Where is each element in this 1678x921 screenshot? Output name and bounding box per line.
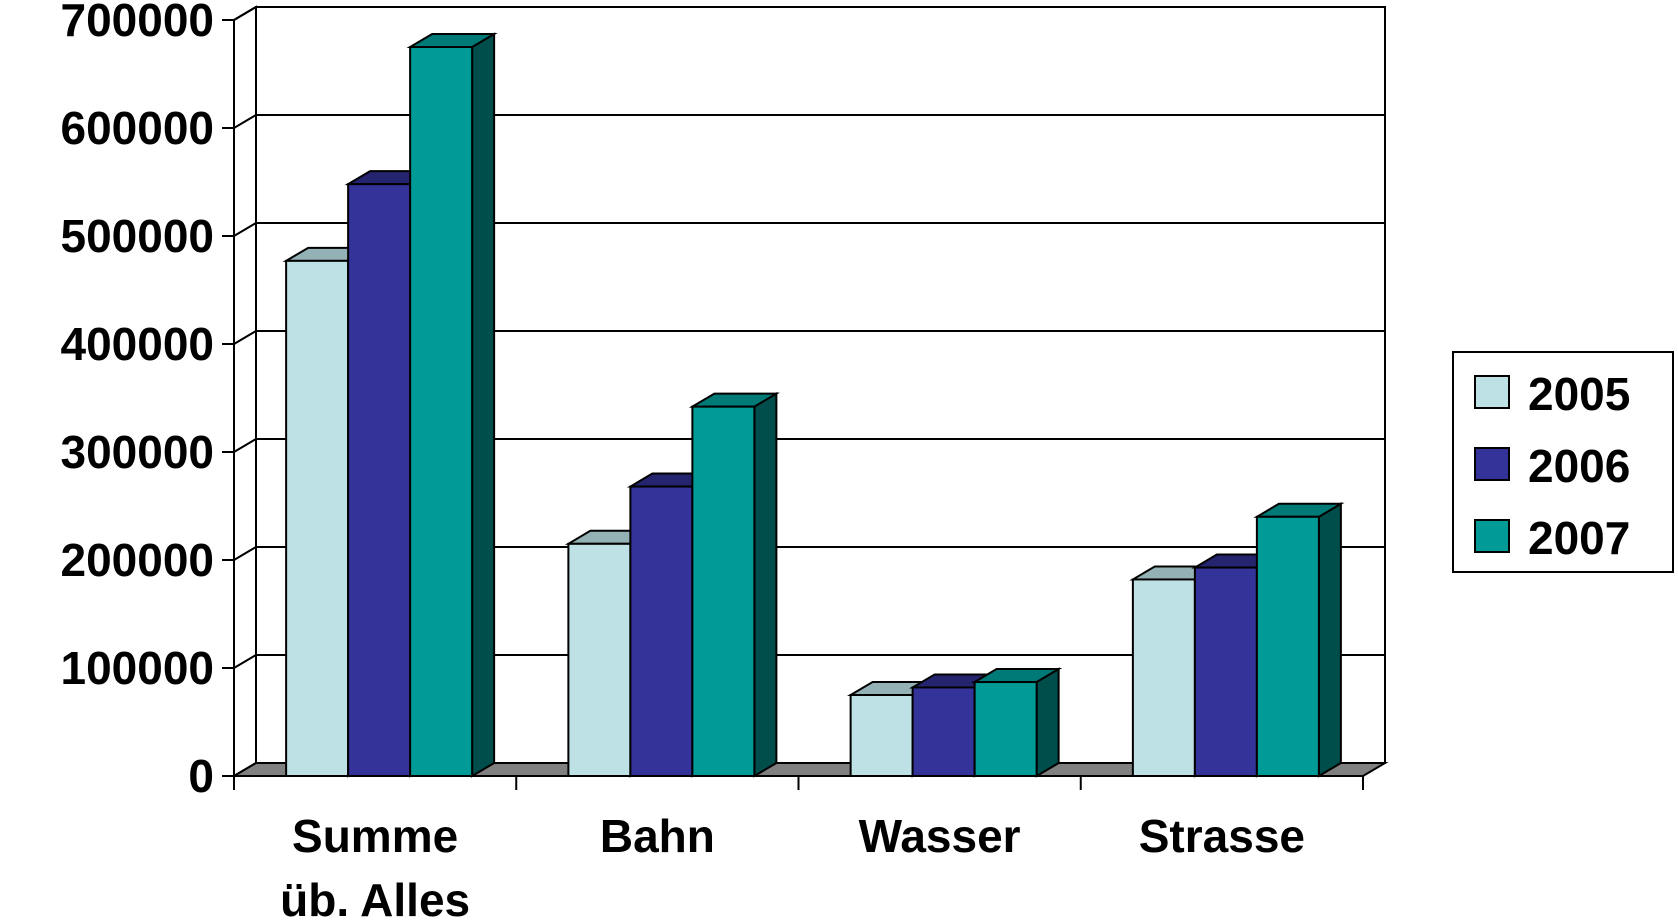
bar-side-2007-0 [471,32,496,778]
bar-2005-0 [285,259,350,777]
y-tick-label: 0 [188,750,214,802]
bar-2006-3 [1193,566,1258,777]
x-axis-labels: Summe üb. Alles Bahn Wasser Strasse [280,810,1305,921]
legend-label-2005: 2005 [1528,368,1630,420]
y-tick-label: 200000 [61,534,215,586]
bar-2007-3 [1255,515,1320,777]
bar-2006-2 [911,686,976,777]
y-axis-ticks: 0 100000 200000 300000 400000 500000 600000 700… [61,0,215,802]
gridline-side [233,222,257,237]
legend-label-2006: 2006 [1528,440,1630,492]
gridline-side [233,546,257,561]
y-tick-label: 400000 [61,318,215,370]
y-tick-label: 300000 [61,426,215,478]
bar-2006-0 [347,183,412,778]
gridline-side [233,654,257,669]
y-tick-label: 700000 [61,0,215,46]
gridline-side [233,330,257,345]
gridline-side [233,6,257,21]
bar-2007-0 [409,46,474,777]
gridline-side [233,114,257,129]
y-tick-label: 500000 [61,210,215,262]
bar-side-2007-3 [1317,502,1342,778]
x-category-label: Summe üb. Alles [280,810,470,921]
legend-swatch-2006 [1474,447,1510,481]
bar-2007-2 [973,681,1038,777]
bar-2005-1 [567,542,632,777]
legend-label-2007: 2007 [1528,512,1630,564]
x-category-label: Strasse [1139,810,1305,862]
legend-swatch-2005 [1474,375,1510,409]
axes [222,19,1364,790]
bar-2005-2 [849,694,914,777]
legend-swatch-2007 [1474,519,1510,553]
bar-2005-3 [1131,578,1196,777]
bar-2006-1 [629,485,694,777]
x-category-label: Bahn [600,810,715,862]
bar-side-2007-1 [753,391,778,778]
bars [282,32,1345,778]
bar-2007-1 [691,405,756,777]
y-tick-label: 600000 [61,102,215,154]
bar-side-2007-2 [1035,667,1060,778]
legend: 2005 2006 2007 [1452,351,1674,573]
y-tick-label: 100000 [61,642,215,694]
x-category-label: Wasser [859,810,1021,862]
gridline-side [233,438,257,453]
